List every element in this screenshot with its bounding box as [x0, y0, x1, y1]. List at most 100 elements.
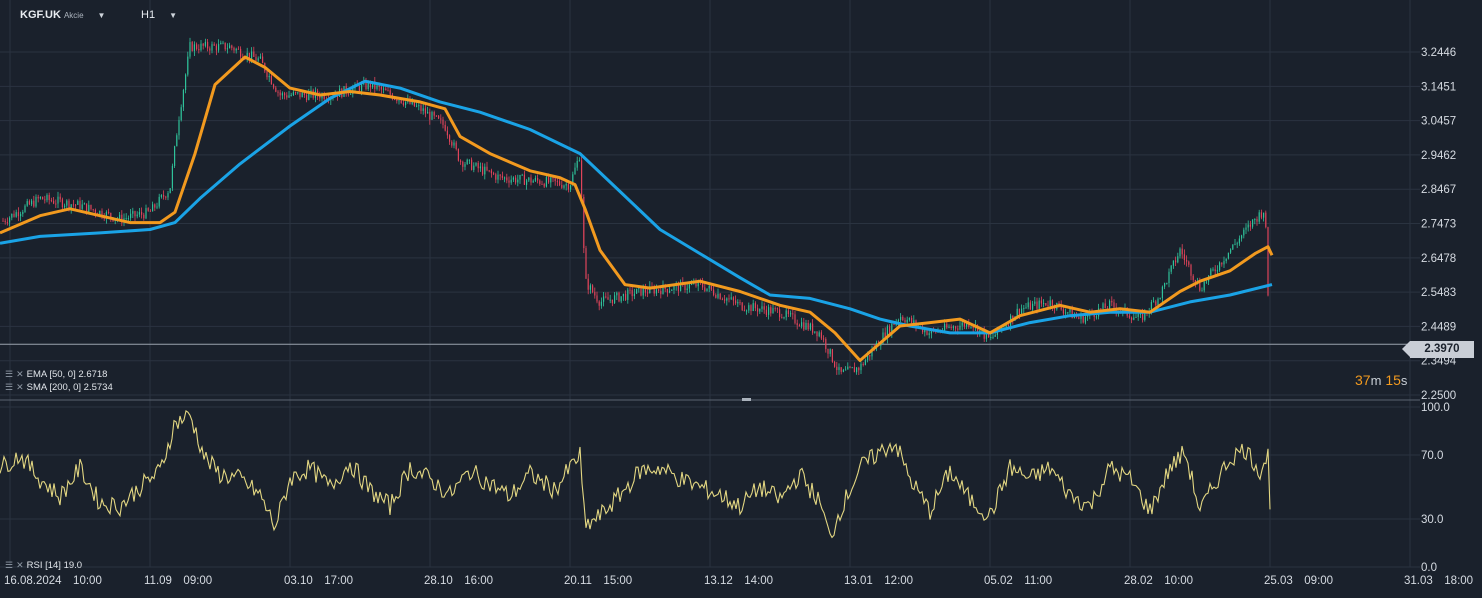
sma-legend[interactable]: ☰ ✕ SMA [200, 0] 2.5734	[5, 382, 113, 393]
candle	[288, 95, 290, 98]
candle	[299, 92, 301, 98]
candle	[420, 105, 422, 111]
candle	[572, 174, 574, 186]
candle	[1093, 313, 1095, 317]
close-icon[interactable]: ✕	[16, 369, 24, 379]
candle	[1210, 269, 1212, 276]
candle	[20, 214, 22, 217]
ema-legend[interactable]: ☰ ✕ EMA [50, 0] 2.6718	[5, 369, 107, 380]
candle	[64, 205, 66, 208]
candle	[147, 208, 149, 211]
candle	[673, 285, 675, 291]
candle	[724, 299, 726, 301]
candle	[1016, 308, 1018, 317]
candle	[847, 366, 849, 370]
settings-icon[interactable]: ☰	[5, 382, 14, 392]
candle	[957, 328, 959, 330]
timeframe-selector[interactable]: H1 ▼	[141, 9, 177, 21]
candle	[636, 288, 638, 294]
candle	[994, 334, 996, 337]
candle	[394, 99, 396, 101]
candle	[845, 369, 847, 371]
price-axis: 3.2446 3.1451 3.0457 2.9462 2.8467 2.7473 2.64…	[1421, 47, 1457, 402]
candle	[684, 282, 686, 291]
candle	[1247, 224, 1249, 228]
candle	[592, 285, 594, 293]
rsi-legend[interactable]: ☰ ✕ RSI [14] 19.0	[5, 560, 82, 571]
candle	[224, 42, 226, 50]
settings-icon[interactable]: ☰	[5, 369, 14, 379]
settings-icon[interactable]: ☰	[5, 560, 14, 570]
candle	[169, 188, 171, 194]
candle	[1058, 302, 1060, 305]
candle	[548, 177, 550, 183]
candle	[1243, 229, 1245, 236]
candle	[446, 130, 448, 136]
candle	[739, 302, 741, 304]
candle	[697, 280, 699, 287]
close-icon[interactable]: ✕	[16, 382, 24, 392]
candle	[886, 326, 888, 339]
candle	[187, 56, 189, 75]
candle	[537, 178, 539, 181]
candle	[1113, 302, 1115, 308]
candle	[231, 45, 233, 48]
candle	[618, 292, 620, 302]
candle	[479, 166, 481, 169]
symbol-label: KGF.UK	[20, 9, 61, 21]
candle	[365, 81, 367, 90]
candle	[259, 56, 261, 59]
candle	[1219, 262, 1221, 271]
candle	[653, 287, 655, 294]
candle	[438, 115, 440, 119]
candle	[768, 307, 770, 315]
candle	[422, 108, 424, 111]
candle	[119, 214, 121, 219]
candle	[794, 314, 796, 324]
symbol-selector[interactable]: KGF.UK Akcie ▼	[20, 9, 105, 21]
candle	[906, 319, 908, 323]
candle	[581, 160, 583, 197]
candle	[1069, 308, 1071, 313]
rsi-tick-label: 70.0	[1421, 450, 1443, 462]
candle	[721, 299, 723, 301]
candle	[862, 363, 864, 365]
price-tick-label: 2.7473	[1421, 219, 1456, 231]
candle	[323, 94, 325, 100]
candle	[42, 196, 44, 200]
candle	[59, 196, 61, 200]
candle	[574, 167, 576, 175]
candle	[152, 204, 154, 212]
candle	[763, 306, 765, 310]
candle	[609, 299, 611, 301]
candle	[521, 174, 523, 176]
candle	[372, 81, 374, 88]
close-icon[interactable]: ✕	[16, 560, 24, 570]
candle	[781, 317, 783, 319]
candle	[541, 183, 543, 185]
candle	[405, 101, 407, 105]
candle	[1029, 302, 1031, 310]
candle	[605, 296, 607, 298]
candle	[1245, 227, 1247, 230]
candle	[37, 196, 39, 199]
candle	[167, 193, 169, 198]
candle	[411, 100, 413, 104]
candle	[1175, 260, 1177, 263]
candle	[235, 48, 237, 51]
candle	[1043, 303, 1045, 305]
candle	[1223, 261, 1225, 265]
candle	[246, 52, 248, 58]
candle	[1236, 243, 1238, 245]
candle	[185, 74, 187, 91]
candle	[1142, 313, 1144, 320]
candle	[543, 183, 545, 187]
price-tick-label: 2.4489	[1421, 321, 1456, 333]
candle	[1199, 281, 1201, 291]
candle	[281, 93, 283, 96]
candle	[851, 367, 853, 369]
candle	[614, 295, 616, 304]
candle	[1177, 256, 1179, 263]
candle	[457, 149, 459, 161]
